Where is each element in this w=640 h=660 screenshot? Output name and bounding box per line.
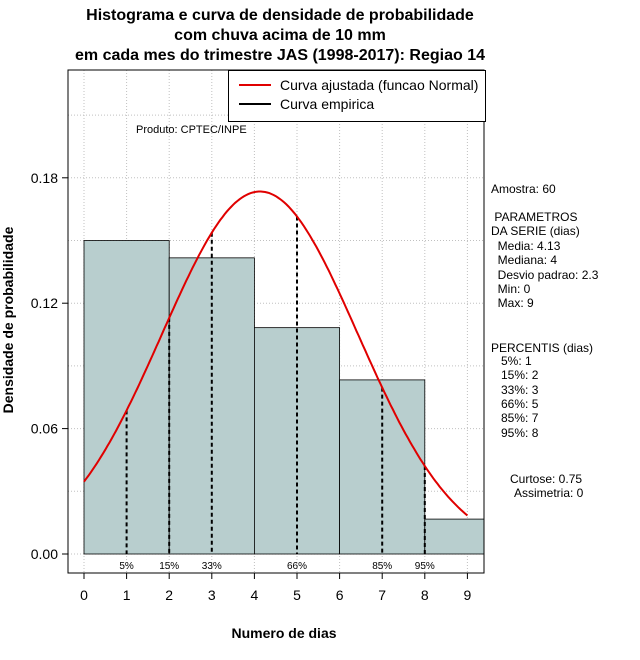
x-tick-label: 5 — [293, 587, 301, 603]
legend-item-empirical: Curva empirica — [239, 96, 374, 112]
x-tick-label: 0 — [80, 587, 88, 603]
percentile-label-15: 15% — [159, 561, 179, 572]
legend: Curva ajustada (funcao Normal) Curva emp… — [228, 70, 486, 122]
legend-fitted-label: Curva ajustada (funcao Normal) — [280, 77, 479, 93]
x-tick-label: 9 — [464, 587, 472, 603]
percentile-label-95: 95% — [415, 561, 435, 572]
stat-kurtosis: Curtose: 0.75 — [510, 472, 583, 486]
histogram-bar-1 — [83, 240, 170, 555]
legend-item-fitted: Curva ajustada (funcao Normal) — [239, 77, 478, 93]
axes: 0 1 2 3 4 5 6 7 8 9 0.00 0.06 0.12 0.18 — [31, 69, 485, 603]
histogram-bars — [83, 240, 485, 555]
percentile-label-85: 85% — [372, 561, 392, 572]
legend-fitted-line — [239, 84, 271, 86]
stat-p33: 33%: 3 — [491, 383, 539, 397]
percentile-markers: 5% 15% 33% 66% 85% 95% — [119, 216, 435, 572]
legend-empirical-line — [239, 103, 271, 105]
y-axis-label-text: Densidade de probabilidade — [0, 226, 16, 414]
y-tick-label: 0.12 — [31, 295, 58, 311]
legend-empirical-label: Curva empirica — [280, 96, 375, 112]
fitted-curve-layer — [83, 190, 469, 517]
percentile-label-5: 5% — [119, 561, 134, 572]
stat-mean: Media: 4.13 — [491, 239, 561, 253]
chart-title-line-1: Histograma e curva de densidade de proba… — [86, 7, 474, 24]
y-tick-label: 0.00 — [31, 546, 58, 562]
stat-params-header-2: DA SERIE (dias) — [491, 224, 580, 238]
x-tick-label: 1 — [123, 587, 131, 603]
x-axis-label: Numero de dias — [231, 625, 337, 641]
chart-title-line-3: em cada mes do trimestre JAS (1998-2017)… — [75, 47, 485, 64]
y-tick-label: 0.06 — [31, 421, 58, 437]
product-label: Produto: CPTEC/INPE — [136, 124, 247, 136]
x-tick-label: 6 — [336, 587, 344, 603]
stat-p15: 15%: 2 — [491, 368, 539, 382]
x-tick-label: 7 — [378, 587, 386, 603]
stat-skewness: Assimetria: 0 — [508, 486, 584, 500]
stat-p95: 95%: 8 — [491, 426, 539, 440]
stat-sd: Desvio padrao: 2.3 — [491, 268, 599, 282]
x-tick-label: 2 — [165, 587, 173, 603]
fitted-normal-curve — [83, 190, 469, 517]
percentile-label-33: 33% — [202, 561, 222, 572]
histogram-bar-5 — [424, 518, 485, 555]
stat-percentiles-header: PERCENTIS (dias) — [491, 341, 594, 355]
histogram-bar-2 — [168, 257, 255, 555]
stat-p66: 66%: 5 — [491, 397, 539, 411]
x-tick-label: 3 — [208, 587, 216, 603]
chart-title-line-2: com chuva acima de 10 mm — [174, 27, 386, 44]
y-tick-label: 0.18 — [31, 170, 58, 186]
stat-max: Max: 9 — [491, 296, 534, 310]
stat-sample: Amostra: 60 — [491, 182, 556, 196]
percentile-label-66: 66% — [287, 561, 307, 572]
x-tick-label: 8 — [421, 587, 429, 603]
stat-p5: 5%: 1 — [491, 354, 532, 368]
stat-min: Min: 0 — [491, 282, 531, 296]
x-tick-label: 4 — [251, 587, 259, 603]
stat-median: Mediana: 4 — [491, 253, 558, 267]
stat-params-header-1: PARAMETROS — [491, 210, 578, 224]
stat-p85: 85%: 7 — [491, 411, 539, 425]
